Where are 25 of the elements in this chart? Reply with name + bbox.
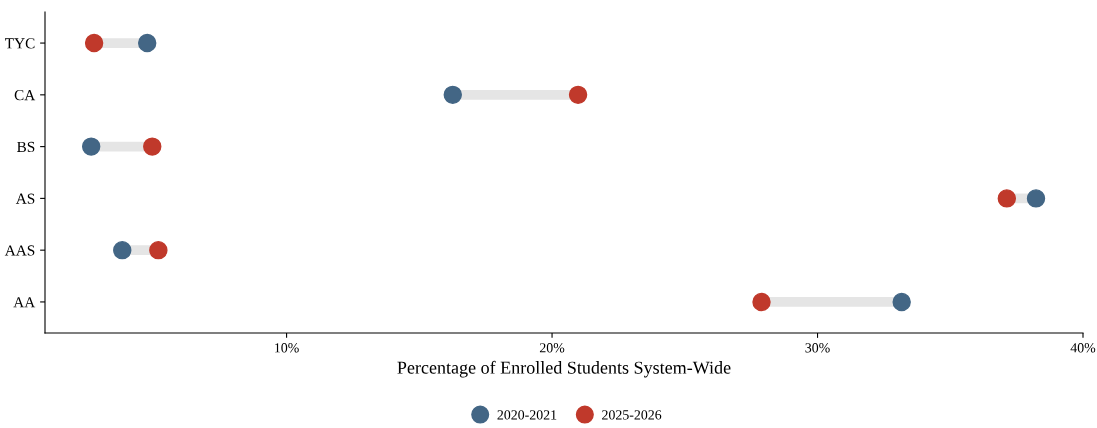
y-tick-label: TYC: [5, 38, 35, 49]
point: [143, 137, 162, 156]
y-tick-label: BS: [17, 141, 35, 153]
x-tick-label: 20%: [539, 343, 565, 353]
y-tick-label: AAS: [4, 245, 35, 256]
y-tick-label: AA: [13, 297, 36, 308]
x-tick-label: 30%: [805, 343, 830, 353]
legend-label: 2025-2026: [602, 410, 662, 420]
x-tick-label: 40%: [1070, 343, 1096, 353]
point: [752, 292, 771, 312]
x-axis-title: Percentage of Enrolled Students System-Wide: [397, 360, 731, 378]
point: [568, 85, 588, 105]
point: [113, 240, 132, 260]
x-tick-label: 10%: [275, 343, 299, 353]
point: [997, 189, 1017, 208]
point: [443, 85, 462, 105]
point: [149, 240, 168, 260]
point: [1026, 189, 1046, 208]
point: [138, 33, 157, 53]
y-tick-label: CA: [14, 90, 36, 101]
point: [84, 33, 104, 53]
point: [81, 137, 101, 156]
point: [892, 292, 911, 312]
y-tick-label: AS: [15, 193, 35, 204]
legend-label: 2020-2021: [497, 410, 557, 420]
